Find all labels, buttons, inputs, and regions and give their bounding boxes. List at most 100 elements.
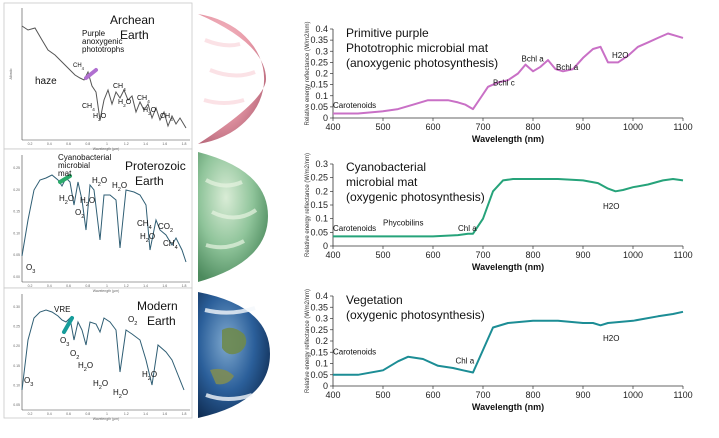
- absorber-label: H2O: [118, 99, 132, 109]
- chart-title-line: Primitive purple: [346, 26, 429, 40]
- absorber-label: CH4: [137, 95, 150, 105]
- x-tick-label: 0.6: [66, 142, 71, 146]
- annotation-label: H2O: [603, 334, 619, 343]
- y-tick-label: 0.4: [315, 291, 328, 301]
- planet-title-line: Earth: [147, 314, 176, 328]
- chart-title-line: Phototrophic microbial mat: [346, 41, 489, 55]
- absorber-label: H2O: [93, 379, 108, 391]
- highlight-marker: [62, 316, 74, 334]
- x-tick-label: 1100: [673, 250, 692, 260]
- annotation-label: Carotenoids: [333, 348, 376, 357]
- y-tick-label: 0.05: [310, 102, 328, 112]
- x-tick-label: 1000: [623, 390, 643, 400]
- annotation-label: Bchl a: [556, 63, 579, 72]
- annotation-label: Bchl c: [493, 79, 515, 88]
- x-axis-title: Wavelength (μm): [93, 147, 120, 151]
- absorber-label: H2O: [59, 194, 74, 206]
- y-tick-label: 0.05: [13, 403, 20, 407]
- y-tick-label: 0.25: [310, 173, 328, 183]
- y-axis-title: Relative energy reflectance (W/m2/nm): [305, 289, 311, 393]
- planet-title-line: Earth: [120, 28, 149, 42]
- x-tick-label: 1.8: [182, 284, 187, 288]
- y-tick-label: 0.15: [310, 200, 328, 210]
- planet-spectrum-line: [21, 174, 187, 263]
- highlight-label: anoxygenic: [82, 37, 122, 46]
- x-tick-label: 1.6: [162, 284, 167, 288]
- x-axis-title: Wavelength (nm): [472, 402, 544, 412]
- y-tick-label: 0.2: [315, 69, 328, 79]
- x-tick-label: 400: [325, 390, 340, 400]
- x-axis-title: Wavelength (nm): [472, 134, 544, 144]
- planet-spectrum-panel-3: 0.2 0.4 0.6 0.8 1 1.2 1.4 1.6 1.8 Wavelength (μm)…: [13, 294, 190, 421]
- x-tick-label: 1000: [623, 122, 643, 132]
- absorber-label: CH4: [113, 83, 126, 93]
- highlight-label: mat: [58, 169, 72, 178]
- annotation-label: Phycobilins: [383, 219, 423, 228]
- x-tick-label: 800: [525, 122, 540, 132]
- planet-spectrum-line: [21, 309, 185, 391]
- x-tick-label: 1.4: [143, 284, 148, 288]
- highlight-label: VRE: [54, 305, 70, 314]
- annotation-label: H2O: [603, 202, 619, 211]
- y-tick-label: 0.00: [13, 275, 20, 279]
- planet-title-line: Modern: [137, 299, 178, 313]
- x-tick-label: 700: [475, 122, 490, 132]
- x-tick-label: 0.2: [28, 284, 33, 288]
- absorber-label: O3: [60, 336, 69, 348]
- y-tick-label: 0.30: [13, 305, 20, 309]
- absorber-label: O2: [128, 315, 137, 327]
- chart-title-line: (oxygenic photosynthesis): [346, 308, 485, 322]
- planet-spectrum-panel-1: 0.2 0.4 0.6 0.8 1 1.2 1.4 1.6 1.8 Wavelength (μm)…: [9, 8, 190, 151]
- x-tick-label: 500: [375, 250, 390, 260]
- absorber-label: CO2: [158, 222, 173, 234]
- modern-planet: [198, 292, 270, 418]
- x-tick-label: 1.2: [124, 412, 129, 416]
- y-tick-label: 0: [323, 241, 328, 251]
- annotation-label: Chl a: [456, 357, 475, 366]
- x-tick-label: 1.2: [124, 142, 129, 146]
- y-tick-label: 0: [323, 113, 328, 123]
- annotation-label: H2O: [612, 51, 628, 60]
- absorber-label: H2O: [140, 232, 155, 244]
- spectrum-chart-3: 400 500 600 700 800 900 1000 110000.050.10.150.…: [305, 289, 693, 412]
- x-tick-label: 0.8: [85, 284, 90, 288]
- y-axis-title: Albedo: [9, 69, 13, 80]
- x-tick-label: 900: [575, 122, 590, 132]
- x-tick-label: 1: [106, 142, 108, 146]
- x-tick-label: 0.2: [28, 142, 33, 146]
- planet-spectrum-line: [21, 25, 187, 129]
- x-tick-label: 1100: [673, 122, 692, 132]
- series-line: [333, 178, 684, 238]
- y-tick-label: 0.20: [13, 344, 20, 348]
- x-tick-label: 1.4: [143, 142, 148, 146]
- series-line: [333, 32, 684, 115]
- annotation-label: Bchl a: [522, 54, 545, 63]
- y-tick-label: 0.10: [13, 383, 20, 387]
- absorber-label: O3: [26, 263, 35, 275]
- x-tick-label: 500: [375, 390, 390, 400]
- y-tick-label: 0.3: [315, 46, 328, 56]
- x-tick-label: 1.6: [162, 412, 167, 416]
- proterozoic-panel-frame: [3, 148, 193, 289]
- x-axis-title: Wavelength (μm): [93, 289, 120, 293]
- annotation-label: Carotenoids: [333, 224, 376, 233]
- y-tick-label: 0.15: [310, 347, 328, 357]
- absorber-label: CH4: [160, 113, 173, 123]
- y-tick-label: 0.1: [315, 91, 328, 101]
- absorber-label: CH4: [163, 239, 178, 251]
- x-tick-label: 700: [475, 250, 490, 260]
- x-tick-label: 600: [425, 122, 440, 132]
- absorber-label: O3: [24, 376, 33, 388]
- x-tick-label: 1000: [623, 250, 643, 260]
- x-tick-label: 900: [575, 390, 590, 400]
- x-tick-label: 0.8: [85, 412, 90, 416]
- archean-panel-frame: [3, 2, 193, 150]
- highlight-label: Cyanobacterial: [58, 153, 112, 162]
- y-tick-label: 0.15: [13, 210, 20, 214]
- x-tick-label: 0.6: [66, 412, 71, 416]
- chart-title-line: (anoxygenic photosynthesis): [346, 56, 498, 70]
- planet-title-line: Archean: [110, 13, 155, 27]
- spectrum-chart-1: 400 500 600 700 800 900 1000 110000.050.10.150.…: [305, 21, 693, 144]
- x-tick-label: 0.4: [47, 142, 52, 146]
- x-tick-label: 1.4: [143, 412, 148, 416]
